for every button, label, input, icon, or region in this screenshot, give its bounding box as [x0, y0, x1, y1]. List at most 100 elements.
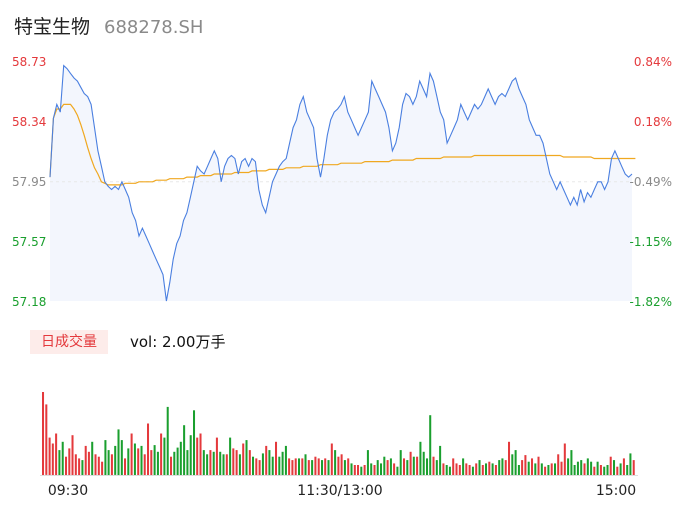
volume-bar	[97, 456, 100, 475]
volume-bar	[91, 441, 94, 475]
volume-bar	[396, 466, 399, 475]
volume-bar	[504, 460, 507, 475]
y-right-tick-label: 0.84%	[634, 55, 672, 69]
volume-bar	[531, 458, 534, 475]
volume-bar	[403, 458, 406, 475]
volume-bar	[170, 456, 173, 475]
volume-bar	[252, 456, 255, 475]
volume-bar	[478, 460, 481, 475]
volume-bar	[202, 450, 205, 475]
y-right-tick-label: -1.82%	[630, 295, 672, 309]
volume-bar	[527, 461, 530, 475]
stock-header: 特宝生物 688278.SH	[14, 12, 203, 42]
y-left-tick-label: 57.95	[12, 175, 46, 189]
volume-bar	[622, 458, 625, 475]
volume-bar	[284, 445, 287, 475]
volume-bar	[576, 461, 579, 475]
volume-bar	[291, 460, 294, 475]
volume-bar	[327, 460, 330, 475]
volume-bar	[48, 437, 51, 475]
volume-bar	[186, 450, 189, 475]
volume-bar	[212, 451, 215, 475]
volume-bar	[370, 463, 373, 475]
volume-bars-layer	[40, 392, 638, 476]
volume-bar	[71, 435, 74, 475]
volume-bar	[475, 463, 478, 475]
volume-bar	[632, 460, 635, 475]
volume-bar	[353, 465, 356, 475]
volume-bar	[544, 466, 547, 475]
y-right-tick-label: -1.15%	[630, 235, 672, 249]
volume-bar	[593, 466, 596, 475]
volume-bar	[501, 458, 504, 475]
volume-bar	[360, 466, 363, 475]
volume-bar	[189, 435, 192, 475]
volume-bar	[61, 441, 64, 475]
volume-bar	[350, 463, 353, 475]
volume-bar	[114, 445, 117, 475]
volume-bar	[104, 440, 107, 475]
volume-bar	[347, 458, 350, 475]
volume-bar	[55, 433, 58, 475]
volume-bar	[432, 456, 435, 475]
volume-bar	[78, 458, 81, 475]
volume-bar	[412, 456, 415, 475]
x-tick-label: 11:30/13:00	[297, 483, 382, 499]
volume-bar	[380, 463, 383, 475]
volume-bar	[225, 454, 228, 476]
volume-bar	[613, 460, 616, 475]
volume-bar	[147, 423, 150, 475]
time-axis-layer: 09:30 11:30/13:00 15:00	[48, 483, 636, 499]
stock-code: 688278.SH	[104, 17, 204, 38]
avg-line-layer	[49, 103, 636, 186]
volume-bar	[619, 463, 622, 475]
volume-bar	[357, 465, 360, 475]
volume-bar	[330, 443, 333, 475]
volume-bar	[524, 455, 527, 475]
volume-bar	[219, 451, 222, 475]
volume-bar	[235, 450, 238, 475]
x-tick-label: 15:00	[596, 483, 636, 499]
volume-bar	[511, 454, 514, 476]
volume-bar	[68, 448, 71, 475]
volume-bar	[376, 460, 379, 475]
volume-bar	[373, 465, 376, 475]
volume-bar	[258, 460, 261, 475]
volume-bar	[494, 465, 497, 475]
volume-bar	[238, 454, 241, 476]
volume-bar	[383, 456, 386, 475]
volume-bar	[452, 458, 455, 475]
volume-bar	[232, 448, 235, 475]
volume-bar	[586, 458, 589, 475]
volume-bar	[101, 461, 104, 475]
volume-bar	[616, 466, 619, 475]
volume-bar	[120, 440, 123, 475]
volume-bar	[471, 466, 474, 475]
volume-bar	[127, 448, 130, 475]
volume-bar	[481, 465, 484, 475]
volume-bar	[268, 450, 271, 475]
volume-bar	[140, 445, 143, 475]
volume-bar	[498, 460, 501, 475]
volume-badge[interactable]: 日成交量	[30, 330, 108, 354]
volume-bar	[596, 461, 599, 475]
volume-bar	[124, 458, 127, 475]
volume-bar	[314, 456, 317, 475]
volume-bar	[521, 460, 524, 475]
volume-bar	[222, 454, 225, 476]
volume-bar	[343, 460, 346, 475]
volume-bar	[84, 445, 87, 475]
volume-bar	[435, 460, 438, 475]
volume-bar	[448, 466, 451, 475]
volume-bar	[429, 415, 432, 475]
volume-bar	[606, 465, 609, 475]
volume-bar	[304, 454, 307, 476]
volume-bar	[573, 465, 576, 475]
volume-bar	[150, 450, 153, 475]
price-area	[50, 65, 632, 301]
volume-bar	[514, 450, 517, 475]
volume-bar	[491, 463, 494, 475]
volume-bar	[465, 463, 468, 475]
volume-bar	[281, 451, 284, 475]
volume-bar	[255, 458, 258, 475]
